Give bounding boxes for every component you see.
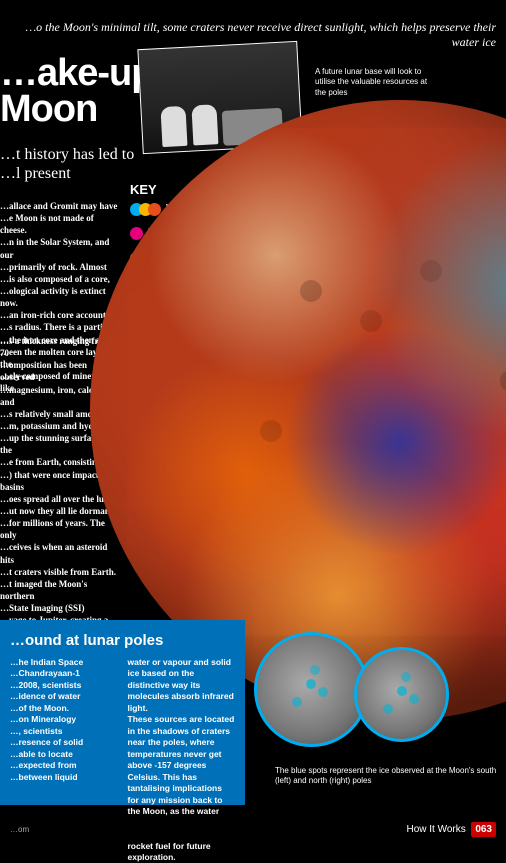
astronaut-icon bbox=[191, 104, 218, 145]
title-line2: Moon bbox=[0, 88, 97, 130]
polar-caption: The blue spots represent the ice observe… bbox=[275, 766, 500, 786]
page-number: 063 bbox=[471, 822, 496, 837]
publication-name: How It Works bbox=[406, 824, 465, 835]
sidebar-title: …ound at lunar poles bbox=[10, 632, 235, 649]
sidebar-box: …ound at lunar poles …he Indian Space …C… bbox=[0, 620, 245, 805]
south-pole-map bbox=[254, 632, 369, 747]
page-footer: …om How It Works 063 bbox=[0, 817, 506, 842]
legend-swatches bbox=[130, 203, 161, 216]
astronaut-icon bbox=[160, 106, 187, 147]
footer-url: …om bbox=[10, 825, 29, 834]
inset-caption: A future lunar base will look to utilise… bbox=[315, 67, 435, 98]
polar-maps bbox=[246, 632, 506, 752]
footer-right: How It Works 063 bbox=[406, 824, 496, 835]
article-title: …ake-up Moon bbox=[0, 55, 153, 127]
article-subtitle: …t history has led to …l present bbox=[0, 145, 134, 183]
north-pole-map bbox=[354, 647, 449, 742]
